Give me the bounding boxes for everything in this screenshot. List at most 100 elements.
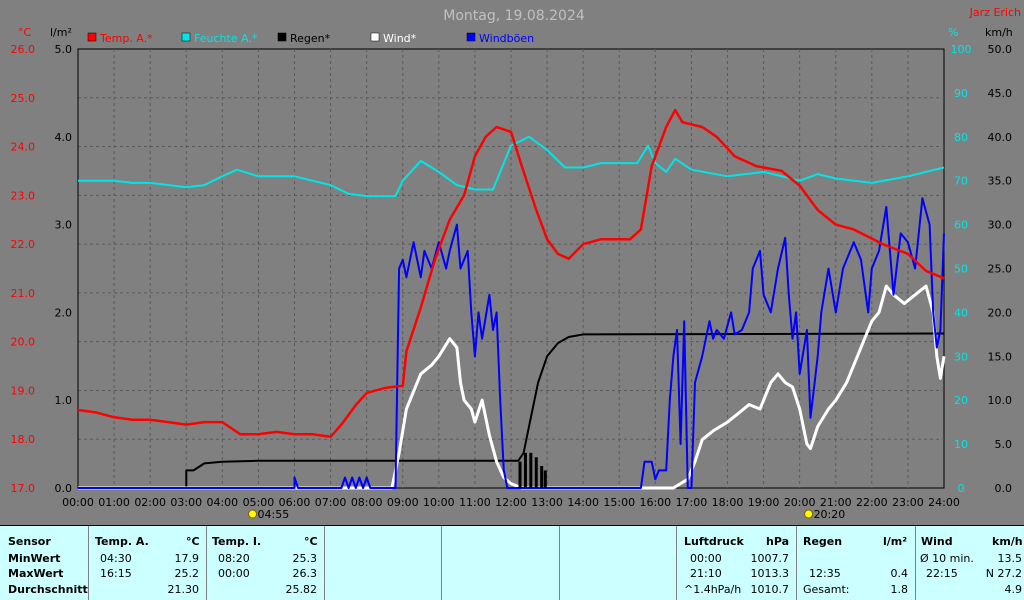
x-axis-tick: 04:00 — [206, 496, 238, 509]
x-axis-tick: 01:00 — [98, 496, 130, 509]
rain-axis-tick: 5.0 — [55, 43, 73, 56]
x-axis-tick: 19:00 — [748, 496, 780, 509]
temp-axis-tick: 20.0 — [11, 336, 36, 349]
stats-separator — [88, 526, 89, 600]
stats-separator — [796, 526, 797, 600]
humidity-axis-tick: 0 — [958, 482, 965, 495]
stats-separator — [915, 526, 916, 600]
humidity-axis-tick: 20 — [954, 394, 968, 407]
x-axis-tick: 03:00 — [170, 496, 202, 509]
x-axis-tick: 09:00 — [387, 496, 419, 509]
wind-axis-tick: 40.0 — [988, 131, 1013, 144]
temp-a-max-time: 16:15 — [100, 567, 132, 580]
pressure-trend: ^1.4hPa/h — [684, 583, 742, 596]
x-axis-tick: 08:00 — [351, 496, 383, 509]
chart-legend: Temp. A.* Feuchte A.* Regen* Wind* Windböen — [87, 32, 534, 45]
x-axis-tick: 20:00 — [784, 496, 816, 509]
humidity-axis-tick: 40 — [954, 306, 968, 319]
wind-unit: km/h — [992, 535, 1023, 548]
legend-swatch — [370, 32, 380, 42]
stats-separator — [441, 526, 442, 600]
temp-axis-tick: 18.0 — [11, 433, 36, 446]
rain-unit: l/m² — [883, 535, 908, 548]
legend-label: Temp. A.* — [99, 32, 153, 45]
stats-row-label-avg: Durchschnitt — [8, 583, 88, 596]
wind-header: Wind — [921, 535, 953, 548]
rain-max-time: 12:35 — [809, 567, 841, 580]
temp-axis-tick: 26.0 — [11, 43, 36, 56]
wind-max-time: 22:15 — [926, 567, 958, 580]
humidity-axis-tick: 90 — [954, 87, 968, 100]
legend-swatch — [181, 32, 191, 42]
sun-marker-label: 20:20 — [814, 508, 846, 521]
pressure-max-value: 1013.3 — [750, 567, 790, 580]
author-label: Jarz Erich — [969, 6, 1021, 19]
stats-divider — [0, 525, 1024, 526]
stats-separator — [676, 526, 677, 600]
x-axis-tick: 18:00 — [712, 496, 744, 509]
stats-separator — [559, 526, 560, 600]
series-line-windb-en — [78, 197, 945, 489]
sunrise-icon — [248, 509, 258, 519]
humidity-axis-tick: 50 — [954, 263, 968, 276]
chart-axes: 17.0 18.0 19.0 20.0 21.0 22.0 23.0 24.0 25.0 26.0… — [11, 43, 1013, 509]
temp-i-avg-value: 25.82 — [285, 583, 318, 596]
temp-i-max-time: 00:00 — [218, 567, 250, 580]
legend-label: Feuchte A.* — [194, 32, 258, 45]
wind-axis-tick: 20.0 — [988, 306, 1013, 319]
wind-axis-tick: 25.0 — [988, 263, 1013, 276]
rain-total-value: 1.8 — [890, 583, 909, 596]
rain-axis-tick: 0.0 — [55, 482, 73, 495]
x-axis-tick: 10:00 — [423, 496, 455, 509]
x-axis-tick: 11:00 — [459, 496, 491, 509]
temp-axis-tick: 21.0 — [11, 287, 36, 300]
pressure-min-time: 00:00 — [690, 552, 722, 565]
wind-avg-label: Ø 10 min. — [920, 552, 974, 565]
sun-markers: 04:55 20:20 — [248, 508, 846, 521]
series-line-feuchte-a — [78, 135, 945, 198]
temp-i-unit: °C — [304, 535, 318, 548]
stats-separator — [206, 526, 207, 600]
temp-i-min-value: 25.3 — [292, 552, 318, 565]
temp-a-avg-value: 21.30 — [167, 583, 200, 596]
rain-unit-label: l/m² — [50, 26, 72, 39]
x-axis-tick: 15:00 — [603, 496, 635, 509]
x-axis-tick: 24:00 — [928, 496, 960, 509]
wind-unit-label: km/h — [985, 26, 1013, 39]
stats-table: Sensor MinWert MaxWert Durchschnitt Temp… — [0, 526, 1024, 600]
sun-marker-label: 04:55 — [258, 508, 290, 521]
rain-max-value: 0.4 — [890, 567, 909, 580]
temp-a-min-value: 17.9 — [174, 552, 200, 565]
wind-axis-tick: 35.0 — [988, 175, 1013, 188]
temp-axis-tick: 23.0 — [11, 189, 36, 202]
x-axis-tick: 22:00 — [856, 496, 888, 509]
sunset-icon — [804, 509, 814, 519]
legend-label: Windböen — [479, 32, 534, 45]
rain-axis-tick: 2.0 — [55, 306, 73, 319]
pressure-unit: hPa — [766, 535, 790, 548]
temp-i-min-time: 08:20 — [218, 552, 250, 565]
x-axis-tick: 00:00 — [62, 496, 94, 509]
temp-axis-tick: 19.0 — [11, 384, 36, 397]
stats-row-label-max: MaxWert — [8, 567, 64, 580]
temp-axis-tick: 22.0 — [11, 238, 36, 251]
humidity-axis-tick: 70 — [954, 175, 968, 188]
x-axis-tick: 21:00 — [820, 496, 852, 509]
wind-axis-tick: 50.0 — [988, 43, 1013, 56]
temp-i-max-value: 26.3 — [292, 567, 318, 580]
x-axis-tick: 06:00 — [279, 496, 311, 509]
x-axis-tick: 13:00 — [531, 496, 563, 509]
humidity-axis-tick: 10 — [954, 438, 968, 451]
wind-axis-tick: 45.0 — [988, 87, 1013, 100]
humidity-axis-tick: 30 — [954, 350, 968, 363]
temp-a-min-time: 04:30 — [100, 552, 132, 565]
x-axis-tick: 05:00 — [243, 496, 275, 509]
legend-swatch — [466, 32, 476, 42]
temp-i-header: Temp. I. — [212, 535, 262, 548]
pressure-header: Luftdruck — [684, 535, 744, 548]
temp-axis-tick: 25.0 — [11, 92, 36, 105]
rain-axis-tick: 1.0 — [55, 394, 73, 407]
stats-separator — [324, 526, 325, 600]
temp-axis-tick: 24.0 — [11, 141, 36, 154]
legend-swatch — [277, 32, 287, 42]
